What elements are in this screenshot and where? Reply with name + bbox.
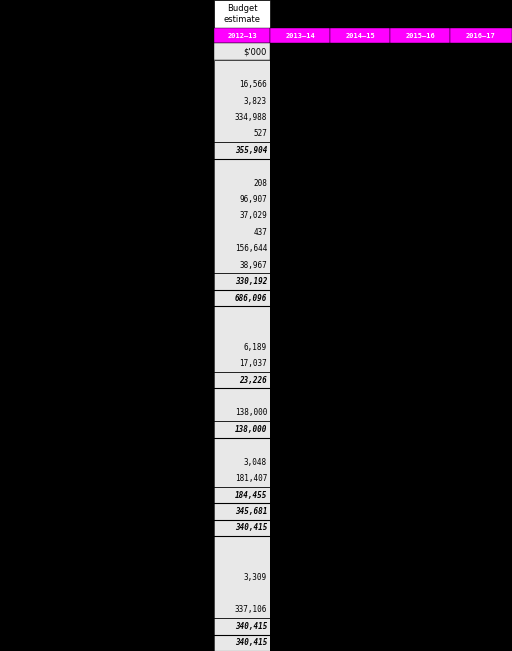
Text: 6,189: 6,189 — [244, 343, 267, 352]
Text: 138,000: 138,000 — [234, 408, 267, 417]
Bar — [214, 43, 270, 60]
Bar — [214, 635, 270, 651]
Text: 2012–13: 2012–13 — [227, 33, 257, 38]
Text: 184,455: 184,455 — [234, 491, 267, 499]
Text: 345,681: 345,681 — [234, 507, 267, 516]
Text: 181,407: 181,407 — [234, 474, 267, 483]
Bar — [214, 158, 270, 175]
Bar — [450, 28, 512, 43]
Bar — [214, 405, 270, 421]
Bar — [214, 536, 270, 553]
Text: 3,309: 3,309 — [244, 573, 267, 581]
Text: 23,226: 23,226 — [239, 376, 267, 385]
Bar — [214, 0, 270, 28]
Bar — [390, 28, 450, 43]
Bar — [214, 339, 270, 355]
Text: 38,967: 38,967 — [239, 260, 267, 270]
Bar — [214, 257, 270, 273]
Text: 527: 527 — [253, 130, 267, 139]
Bar — [214, 109, 270, 126]
Text: 340,415: 340,415 — [234, 638, 267, 647]
Text: 37,029: 37,029 — [239, 212, 267, 221]
Bar — [214, 76, 270, 93]
Text: 686,096: 686,096 — [234, 294, 267, 303]
Bar — [214, 553, 270, 569]
Text: 17,037: 17,037 — [239, 359, 267, 368]
Bar — [214, 503, 270, 519]
Text: estimate: estimate — [224, 15, 261, 24]
Text: 156,644: 156,644 — [234, 244, 267, 253]
Bar — [214, 569, 270, 585]
Bar — [214, 372, 270, 389]
Bar — [214, 273, 270, 290]
Bar — [214, 323, 270, 339]
Bar — [214, 60, 270, 76]
Text: 2014–15: 2014–15 — [345, 33, 375, 38]
Text: 330,192: 330,192 — [234, 277, 267, 286]
Text: 334,988: 334,988 — [234, 113, 267, 122]
Text: 2016–17: 2016–17 — [466, 33, 496, 38]
Text: 138,000: 138,000 — [234, 425, 267, 434]
Bar — [214, 602, 270, 618]
Text: 16,566: 16,566 — [239, 80, 267, 89]
Bar — [214, 437, 270, 454]
Bar — [270, 28, 330, 43]
Text: 340,415: 340,415 — [234, 523, 267, 533]
Bar — [214, 126, 270, 142]
Text: 437: 437 — [253, 228, 267, 237]
Bar — [214, 175, 270, 191]
Bar — [214, 142, 270, 158]
Bar — [214, 290, 270, 306]
Bar — [214, 389, 270, 405]
Text: 3,048: 3,048 — [244, 458, 267, 467]
Bar — [214, 421, 270, 437]
Bar — [214, 191, 270, 208]
Text: 3,823: 3,823 — [244, 96, 267, 105]
Text: $'000: $'000 — [244, 47, 267, 56]
Text: 96,907: 96,907 — [239, 195, 267, 204]
Text: 208: 208 — [253, 178, 267, 187]
Bar — [214, 306, 270, 323]
Bar — [214, 28, 270, 43]
Bar — [214, 471, 270, 487]
Bar — [214, 519, 270, 536]
Text: 2015–16: 2015–16 — [405, 33, 435, 38]
Bar — [214, 487, 270, 503]
Text: 2013–14: 2013–14 — [285, 33, 315, 38]
Text: 340,415: 340,415 — [234, 622, 267, 631]
Bar — [330, 28, 390, 43]
Text: Budget: Budget — [227, 4, 257, 13]
Bar — [214, 241, 270, 257]
Bar — [214, 454, 270, 471]
Bar — [214, 585, 270, 602]
Bar — [214, 208, 270, 224]
Text: 355,904: 355,904 — [234, 146, 267, 155]
Bar — [214, 355, 270, 372]
Text: 337,106: 337,106 — [234, 605, 267, 615]
Bar — [214, 93, 270, 109]
Bar — [214, 618, 270, 635]
Bar — [214, 224, 270, 241]
Bar — [214, 60, 270, 651]
